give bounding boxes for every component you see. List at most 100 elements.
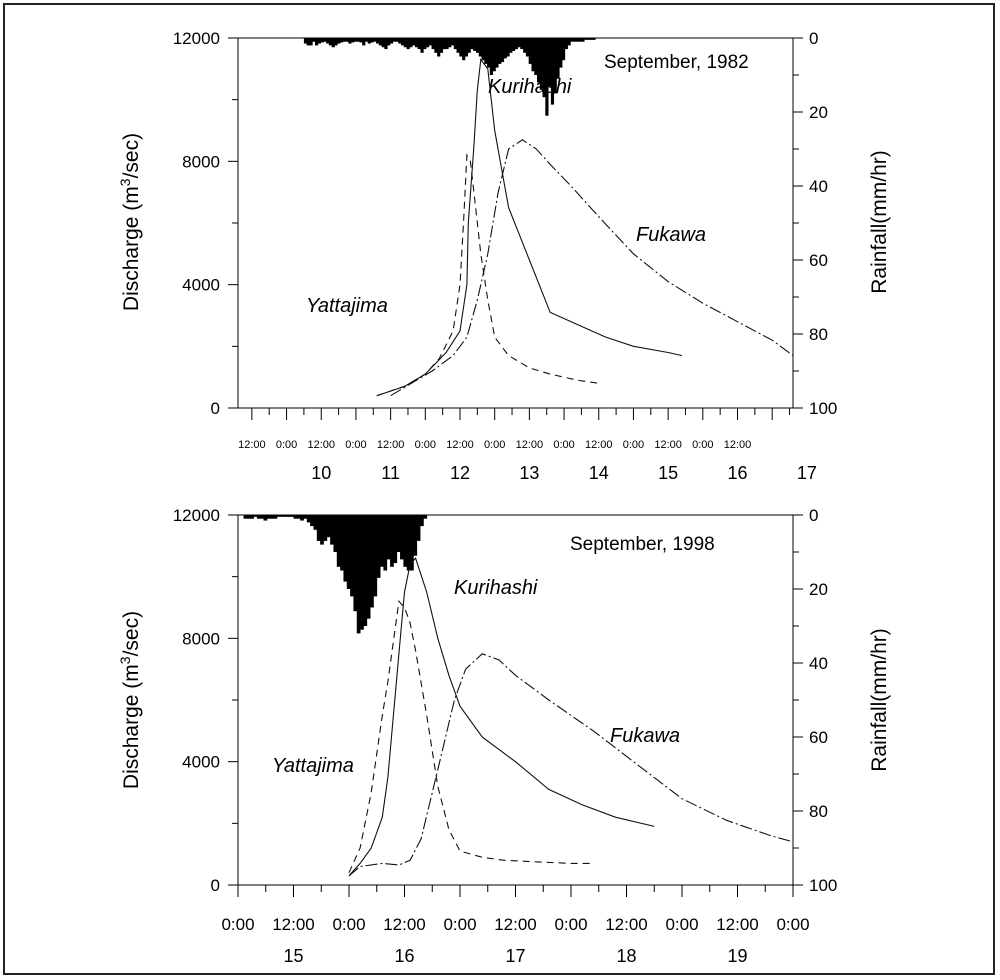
x-time-label: 0:00 — [484, 439, 505, 451]
rainfall-bar — [495, 38, 499, 68]
rainfall-bar — [523, 38, 527, 53]
x-day-label: 16 — [394, 946, 414, 966]
rainfall-bar — [545, 38, 549, 116]
rainfall-bar — [492, 38, 496, 72]
rainfall-bar — [550, 38, 555, 105]
x-time-label: 12:00 — [238, 439, 266, 451]
rainfall-bar — [414, 38, 419, 48]
x-time-label: 0:00 — [776, 915, 809, 934]
rainfall-bar — [346, 515, 351, 589]
rainfall-bar — [323, 38, 327, 42]
x-time-label: 0:00 — [553, 439, 574, 451]
x-time-label: 12:00 — [494, 915, 537, 934]
rainfall-bar — [316, 515, 321, 541]
x-time-label: 0:00 — [554, 915, 587, 934]
series-line-fukawa-1998 — [348, 653, 794, 877]
rainfall-bar — [337, 38, 341, 44]
x-time-label: 12:00 — [272, 915, 315, 934]
rainfall-bar — [383, 515, 388, 571]
rainfall-bar — [542, 38, 546, 98]
rainfall-bar — [570, 38, 574, 42]
annotation-kurihashi-1998: Kurihashi — [454, 577, 538, 599]
rainfall-bar — [409, 38, 413, 48]
y2-tick-label: 60 — [809, 728, 828, 747]
rainfall-bar — [531, 38, 535, 72]
rainfall-bar — [400, 515, 404, 560]
x-day-label: 14 — [589, 463, 609, 483]
x-time-label: 0:00 — [623, 439, 644, 451]
rainfall-bar — [553, 38, 557, 94]
x-day-label: 17 — [797, 463, 817, 483]
rainfall-bar — [589, 38, 593, 40]
rainfall-bar — [434, 38, 438, 53]
rainfall-bar — [310, 515, 314, 527]
rainfall-bar — [348, 38, 352, 44]
x-time-label: 0:00 — [345, 439, 366, 451]
rainfall-bar — [300, 515, 304, 521]
y2-tick-label: 100 — [809, 399, 837, 418]
rainfall-bar — [389, 38, 394, 44]
rainfall-bar — [514, 38, 518, 50]
rainfall-bar — [250, 515, 254, 519]
rainfall-bar — [380, 515, 384, 567]
y-tick-label: 4000 — [182, 753, 220, 772]
rainfall-bar — [509, 38, 513, 53]
x-time-label: 12:00 — [724, 439, 752, 451]
rainfall-bar — [320, 38, 324, 43]
x-time-label: 0:00 — [443, 915, 476, 934]
y2-tick-label: 0 — [809, 506, 818, 525]
x-time-label: 0:00 — [692, 439, 713, 451]
x-time-label: 0:00 — [332, 915, 365, 934]
rainfall-bar — [401, 38, 405, 46]
rainfall-bar — [459, 38, 463, 57]
rainfall-bar — [276, 515, 281, 517]
rainfall-bar — [462, 38, 466, 61]
y-tick-label: 8000 — [182, 152, 220, 171]
x-day-label: 19 — [727, 946, 747, 966]
y-tick-label: 8000 — [182, 629, 220, 648]
rainfall-bar — [581, 38, 585, 42]
y-axis-label-1998: Discharge (m3/sec) — [117, 611, 143, 789]
rainfall-bar — [339, 38, 344, 43]
rainfall-bar — [373, 515, 378, 597]
rainfall-bar — [336, 515, 341, 567]
rainfall-bar — [416, 515, 421, 541]
y2-tick-label: 40 — [809, 177, 828, 196]
x-time-label: 12:00 — [516, 439, 544, 451]
y2-tick-label: 80 — [809, 802, 828, 821]
x-day-label: 18 — [616, 946, 636, 966]
rainfall-bar — [351, 38, 355, 43]
rainfall-bar — [445, 38, 449, 50]
annotation-fukawa-1998: Fukawa — [610, 725, 680, 747]
rainfall-bar — [376, 38, 380, 44]
rainfall-bar — [367, 38, 371, 44]
rainfall-bar — [296, 515, 301, 519]
rainfall-bar — [333, 515, 338, 552]
rainfall-bar — [481, 38, 485, 61]
rainfall-bar — [315, 38, 319, 46]
y-tick-label: 12000 — [173, 29, 220, 48]
series-line-yattajima-1982 — [376, 153, 599, 397]
x-time-label: 12:00 — [383, 915, 426, 934]
rainfall-bar — [475, 38, 480, 53]
rainfall-bar — [561, 38, 566, 61]
y2-axis-label-1998: Rainfall(mm/hr) — [868, 628, 891, 772]
rainfall-bar — [390, 515, 394, 567]
x-time-label: 0:00 — [221, 915, 254, 934]
rainfall-bar — [464, 38, 469, 57]
rainfall-bar — [253, 515, 258, 517]
rainfall-bar — [420, 515, 424, 527]
rainfall-bar — [309, 38, 313, 46]
rainfall-bar — [539, 38, 543, 90]
rainfall-bar — [437, 38, 441, 57]
y2-tick-label: 80 — [809, 325, 828, 344]
annotation-yattajima-1998: Yattajima — [272, 755, 354, 777]
rainfall-bar — [387, 38, 391, 46]
rainfall-bar — [345, 38, 349, 42]
rainfall-bar — [537, 38, 541, 83]
rainfall-bar — [398, 38, 402, 44]
rainfall-bar — [423, 515, 428, 519]
x-day-label: 12 — [450, 463, 470, 483]
rainfall-bar — [306, 38, 310, 46]
rainfall-bar — [356, 38, 360, 42]
